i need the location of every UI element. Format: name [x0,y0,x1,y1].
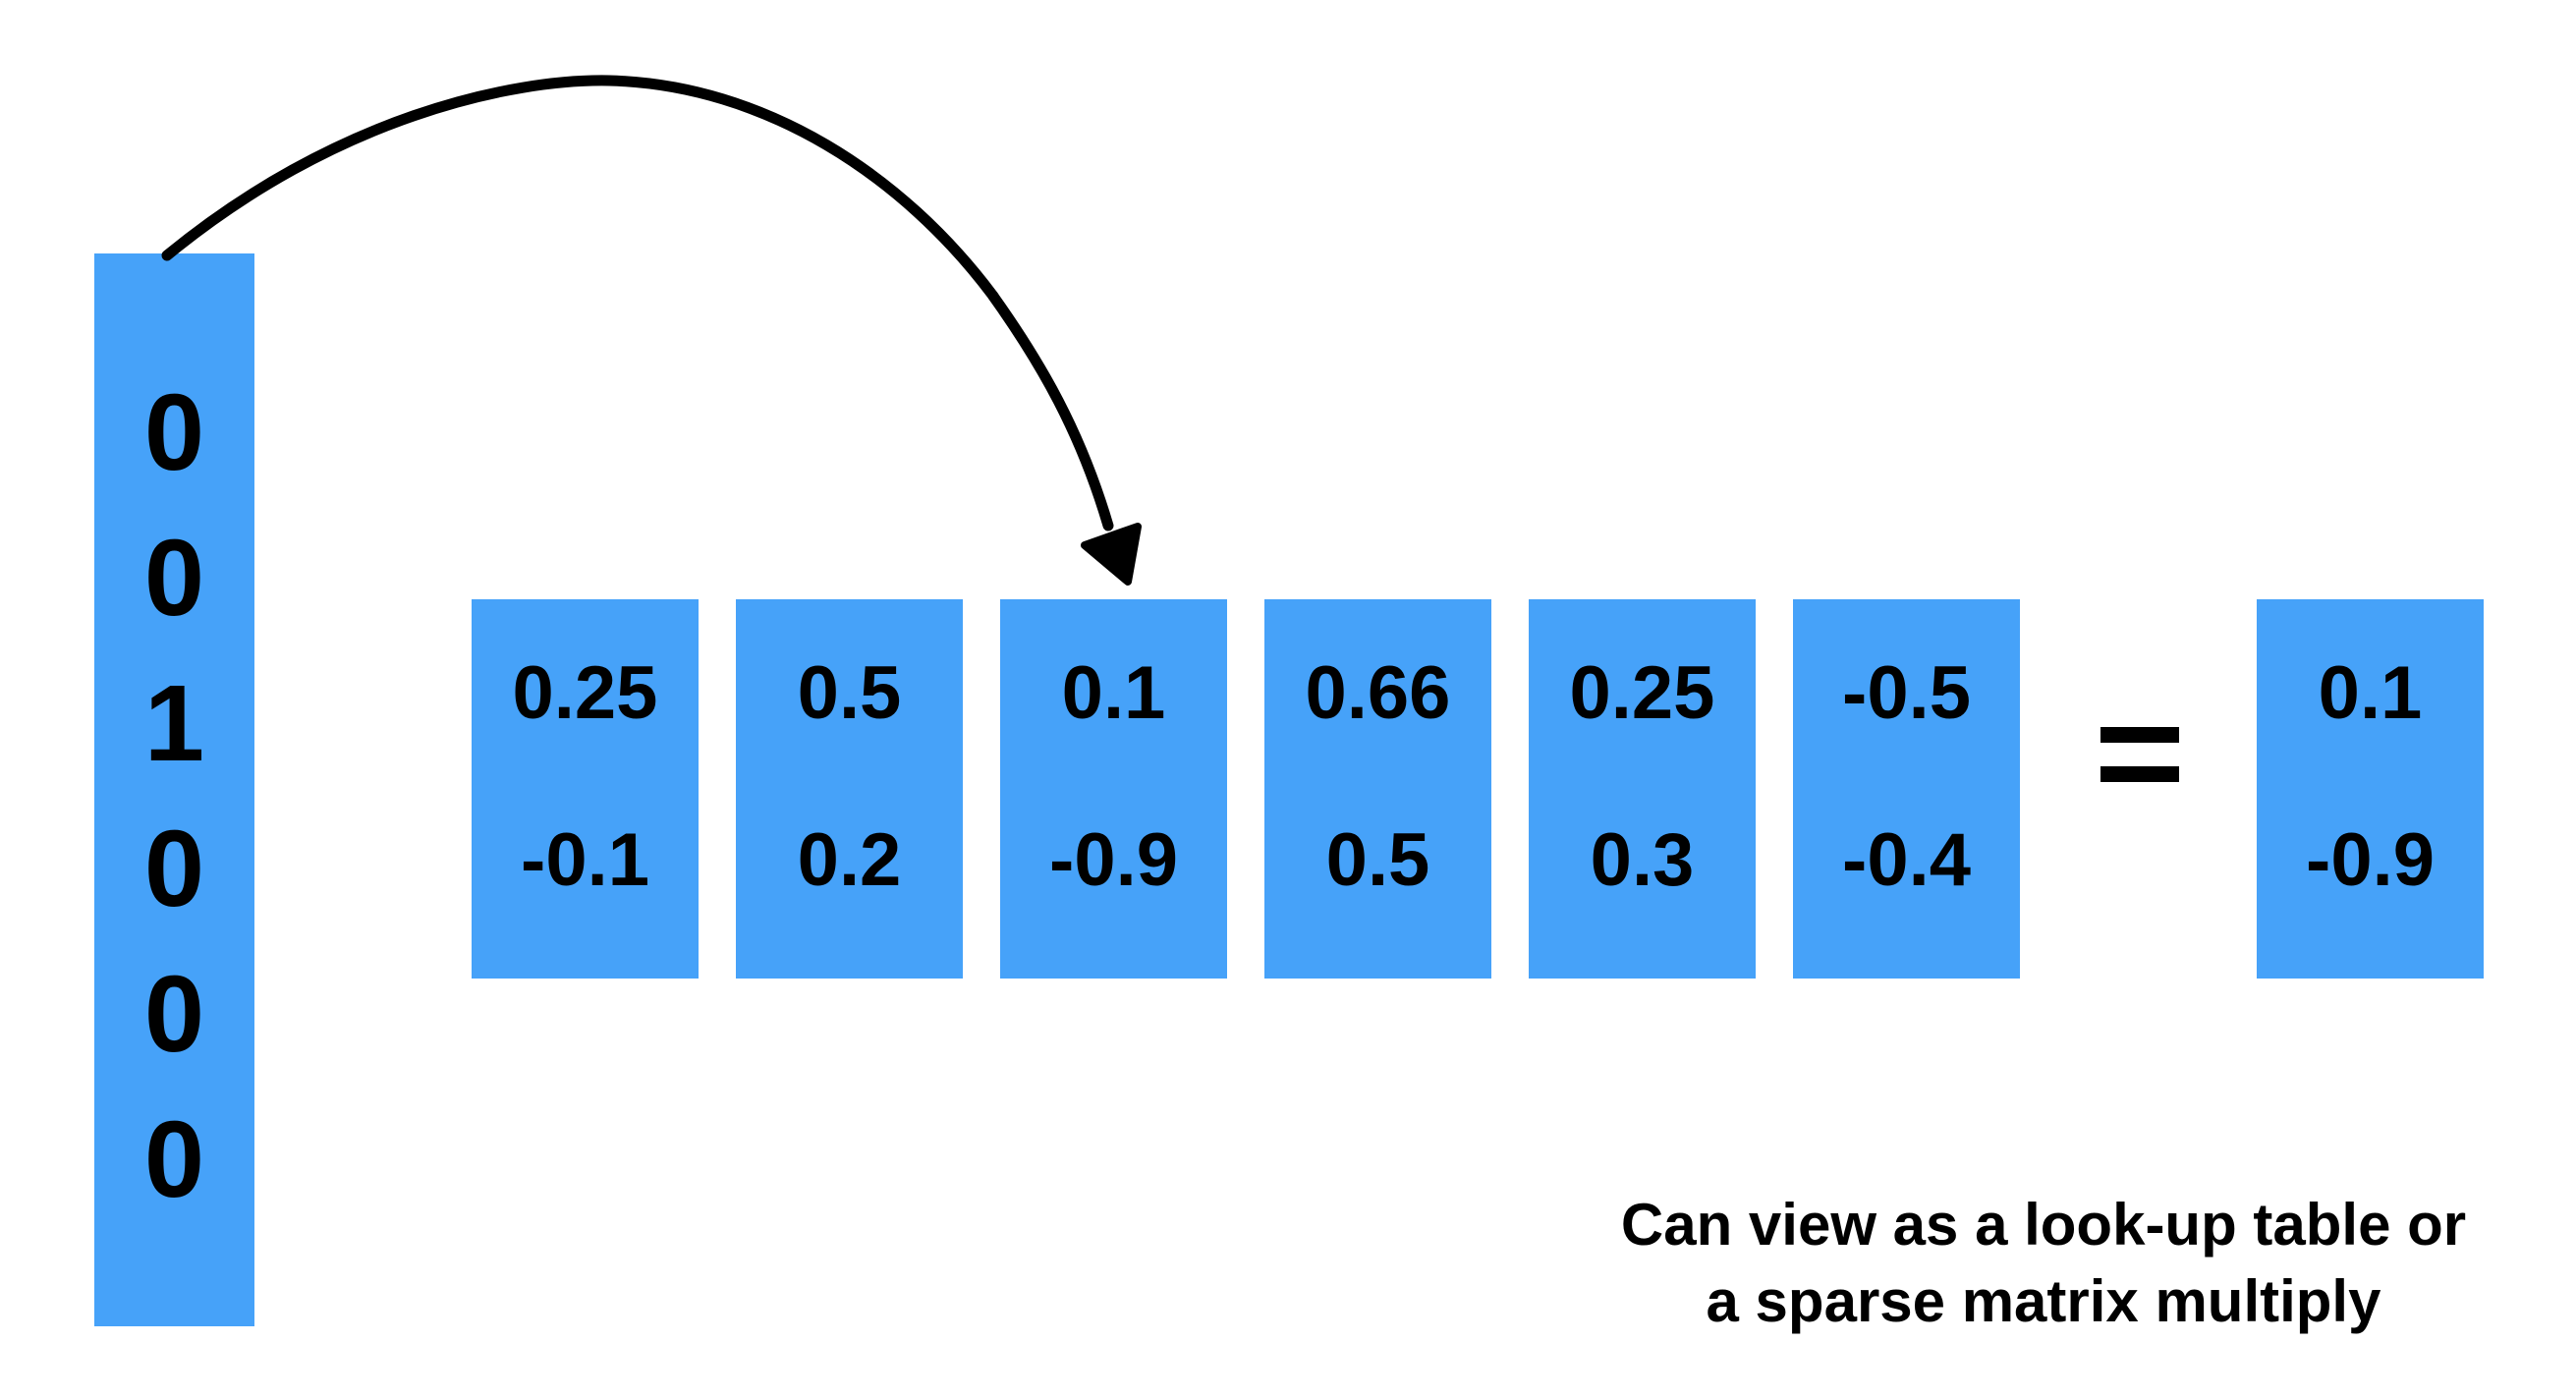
embedding-cell: -0.9 [1049,818,1178,902]
embedding-column-5: -0.5 -0.4 [1793,599,2020,979]
one-hot-entry-4: 0 [143,954,205,1075]
equals-bar-top [2100,727,2179,743]
one-hot-entry-0: 0 [143,372,205,493]
embedding-cell: 0.2 [797,818,902,902]
one-hot-entry-5: 0 [143,1099,205,1220]
embedding-cell: 0.3 [1590,818,1695,902]
embedding-column-3: 0.66 0.5 [1264,599,1491,979]
result-vector: 0.1 -0.9 [2257,599,2484,979]
one-hot-vector: 0 0 1 0 0 0 [94,253,254,1326]
embedding-cell: -0.4 [1842,818,1971,902]
embedding-column-1: 0.5 0.2 [736,599,963,979]
one-hot-entry-2: 1 [143,663,205,784]
embedding-cell: 0.1 [1061,651,1166,735]
arrow-curve [161,75,1114,532]
result-cell: -0.9 [2306,818,2435,902]
result-cell: 0.1 [2318,651,2423,735]
caption-line-2: a sparse matrix multiply [1706,1268,2381,1334]
embedding-cell: -0.5 [1842,651,1971,735]
equals-sign [2100,727,2179,796]
embedding-cell: 0.5 [797,651,902,735]
one-hot-entry-3: 0 [143,809,205,929]
embedding-cell: 0.25 [512,651,658,735]
embedding-cell: 0.5 [1325,818,1430,902]
embedding-cell: -0.1 [521,818,649,902]
embedding-column-2: 0.1 -0.9 [1000,599,1227,979]
embedding-column-4: 0.25 0.3 [1529,599,1756,979]
one-hot-entry-1: 0 [143,518,205,639]
arrow-head [1081,523,1142,586]
equals-bar-bottom [2100,766,2179,782]
embedding-column-0: 0.25 -0.1 [472,599,699,979]
caption-line-1: Can view as a look-up table or [1620,1192,2467,1258]
caption: Can view as a look-up table or a sparse … [1503,1187,2576,1340]
embedding-cell: 0.66 [1305,651,1451,735]
embedding-cell: 0.25 [1569,651,1715,735]
